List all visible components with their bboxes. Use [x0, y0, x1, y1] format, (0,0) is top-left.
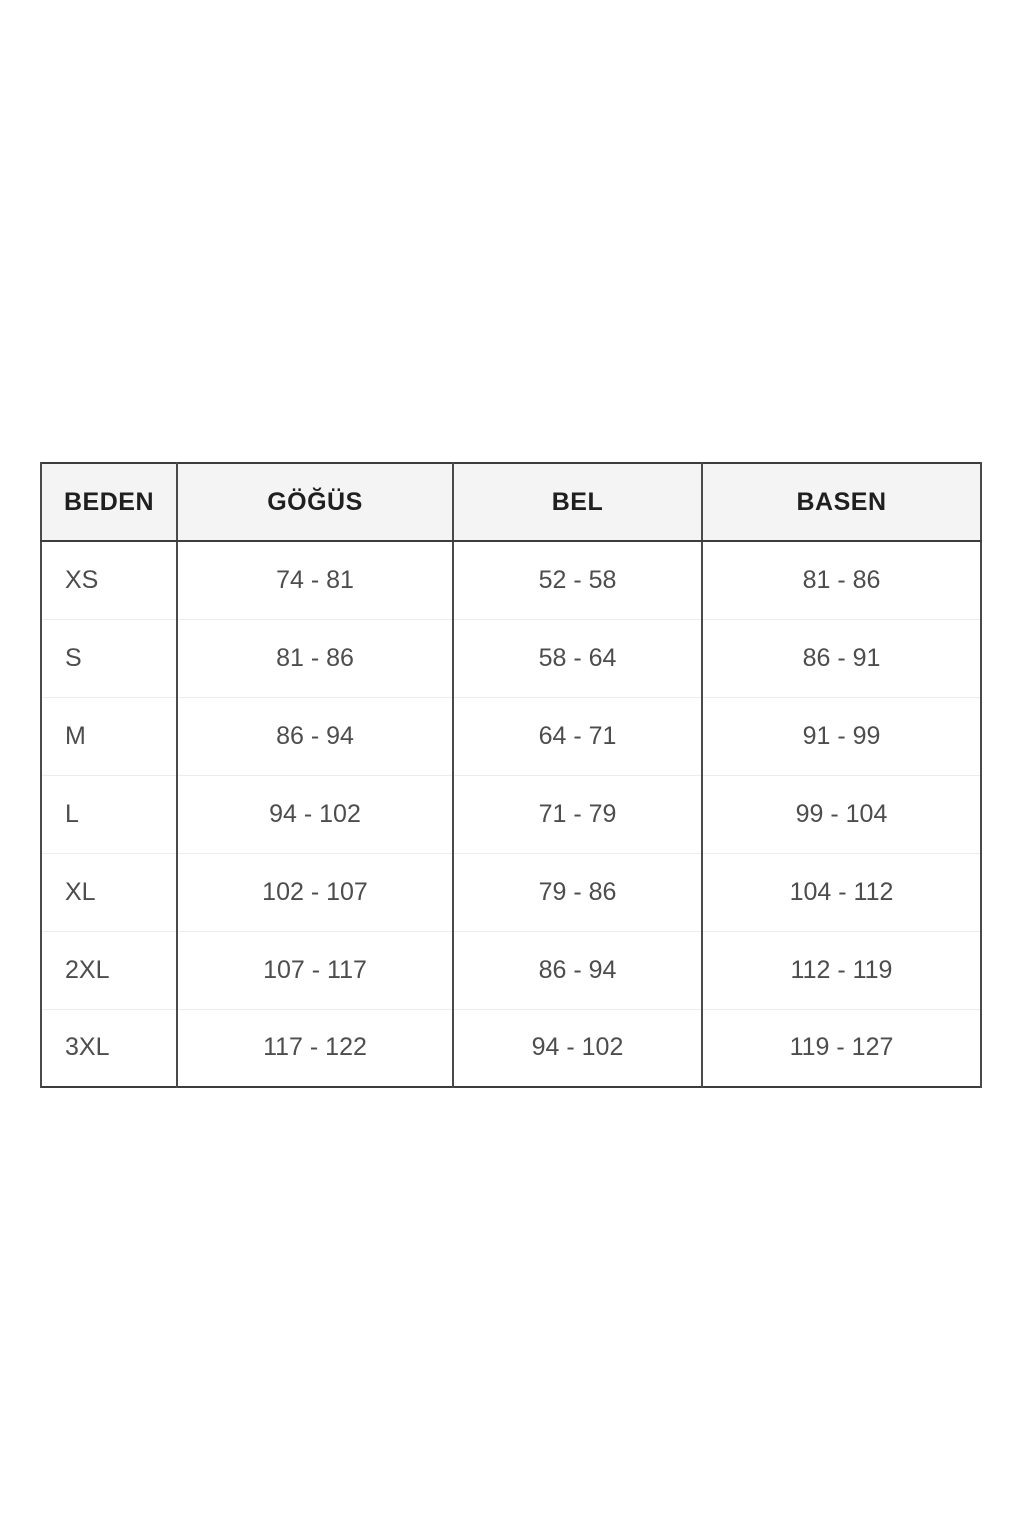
- table-row: 3XL 117 - 122 94 - 102 119 - 127: [40, 1008, 982, 1087]
- measurement-range-cell: 117 - 122: [176, 1008, 454, 1087]
- measurement-range-cell: 71 - 79: [452, 774, 703, 854]
- size-label-cell: XL: [40, 852, 178, 932]
- size-chart-table: BEDEN GÖĞÜS BEL BASEN XS 74 - 81 52 - 58 81…: [40, 462, 982, 1088]
- header-cell-bel: BEL: [452, 463, 703, 542]
- size-label-cell: L: [40, 774, 178, 854]
- table-row: L 94 - 102 71 - 79 99 - 104: [40, 774, 982, 854]
- size-label-cell: S: [40, 618, 178, 698]
- header-row: BEDEN GÖĞÜS BEL BASEN: [40, 463, 982, 542]
- measurement-range-cell: 74 - 81: [176, 541, 454, 620]
- measurement-range-cell: 81 - 86: [176, 618, 454, 698]
- header-cell-gogus: GÖĞÜS: [176, 463, 454, 542]
- measurement-range-cell: 91 - 99: [701, 696, 982, 776]
- measurement-range-cell: 58 - 64: [452, 618, 703, 698]
- measurement-range-cell: 79 - 86: [452, 852, 703, 932]
- table-row: XL 102 - 107 79 - 86 104 - 112: [40, 852, 982, 932]
- measurement-range-cell: 64 - 71: [452, 696, 703, 776]
- header-cell-basen: BASEN: [701, 463, 982, 542]
- size-label-cell: 3XL: [40, 1008, 178, 1087]
- measurement-range-cell: 86 - 94: [452, 930, 703, 1010]
- table-row: S 81 - 86 58 - 64 86 - 91: [40, 618, 982, 698]
- measurement-range-cell: 107 - 117: [176, 930, 454, 1010]
- measurement-range-cell: 52 - 58: [452, 541, 703, 620]
- table-row: 2XL 107 - 117 86 - 94 112 - 119: [40, 930, 982, 1010]
- size-label-cell: XS: [40, 541, 178, 620]
- size-label-cell: 2XL: [40, 930, 178, 1010]
- measurement-range-cell: 112 - 119: [701, 930, 982, 1010]
- size-label-cell: M: [40, 696, 178, 776]
- table-row: M 86 - 94 64 - 71 91 - 99: [40, 696, 982, 776]
- measurement-range-cell: 86 - 94: [176, 696, 454, 776]
- table-row: XS 74 - 81 52 - 58 81 - 86: [40, 541, 982, 620]
- measurement-range-cell: 94 - 102: [452, 1008, 703, 1087]
- measurement-range-cell: 102 - 107: [176, 852, 454, 932]
- measurement-range-cell: 86 - 91: [701, 618, 982, 698]
- header-cell-beden: BEDEN: [40, 463, 178, 542]
- measurement-range-cell: 81 - 86: [701, 541, 982, 620]
- measurement-range-cell: 119 - 127: [701, 1008, 982, 1087]
- measurement-range-cell: 104 - 112: [701, 852, 982, 932]
- measurement-range-cell: 99 - 104: [701, 774, 982, 854]
- measurement-range-cell: 94 - 102: [176, 774, 454, 854]
